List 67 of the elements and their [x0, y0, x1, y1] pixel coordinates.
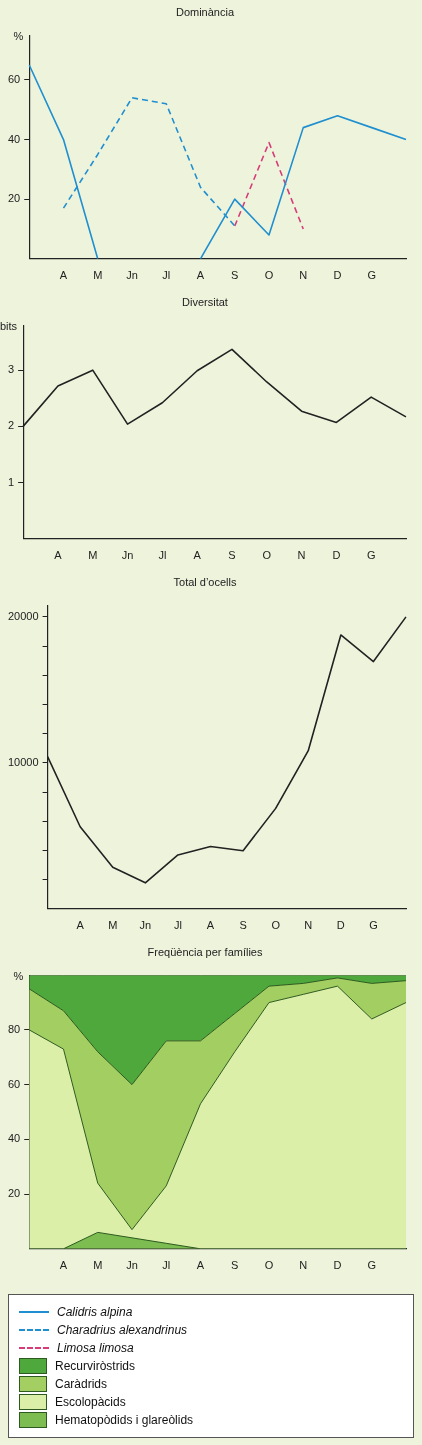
x-tick-label: M: [108, 919, 118, 932]
x-tick-label: D: [333, 1259, 342, 1272]
x-tick-label: A: [54, 549, 63, 562]
x-tick-label: D: [332, 549, 341, 562]
x-tick-label: G: [366, 549, 376, 562]
x-tick-label: Jl: [173, 919, 182, 932]
x-tick-label: D: [336, 919, 345, 932]
x-tick-label: O: [264, 269, 274, 282]
y-tick-label: 20: [7, 1187, 21, 1200]
y-tick-label: 1: [7, 475, 15, 488]
y-tick-label: 60: [7, 72, 21, 85]
legend-label: Charadrius alexandrinus: [57, 1323, 188, 1337]
x-tick-label: A: [59, 269, 68, 282]
legend-label: Recurviròstrids: [55, 1359, 136, 1373]
y-tick-label: 3: [7, 363, 15, 376]
x-tick-label: D: [333, 269, 342, 282]
x-tick-label: Jl: [162, 269, 171, 282]
y-tick-label: 40: [7, 132, 21, 145]
y-tick-label: 20: [7, 192, 21, 205]
x-tick-label: O: [264, 1259, 274, 1272]
chart-title: Total d’ocells: [173, 575, 237, 588]
y-tick-label: 20000: [7, 609, 39, 622]
legend-label: Hematopòdids i glareòlids: [55, 1413, 194, 1427]
x-tick-label: S: [239, 919, 247, 932]
x-tick-label: A: [196, 1259, 205, 1272]
x-tick-label: S: [231, 1259, 239, 1272]
x-tick-label: N: [299, 269, 308, 282]
y-tick-label: 10000: [7, 755, 39, 768]
x-tick-label: S: [231, 269, 239, 282]
y-tick-label: 60: [7, 1077, 21, 1090]
x-tick-label: Jn: [139, 919, 152, 932]
x-tick-label: Jn: [121, 549, 134, 562]
chart-title: Dominància: [175, 5, 235, 18]
chart-title: Diversitat: [182, 295, 228, 308]
y-tick-label: 40: [7, 1132, 21, 1145]
x-tick-label: A: [196, 269, 205, 282]
x-tick-label: N: [299, 1259, 308, 1272]
x-tick-label: Jn: [126, 1259, 138, 1272]
x-tick-label: A: [193, 549, 202, 562]
legend-label: Escolopàcids: [55, 1395, 126, 1409]
x-tick-label: Jn: [126, 269, 138, 282]
x-tick-label: S: [228, 549, 236, 562]
x-tick-label: Jl: [162, 1259, 171, 1272]
x-tick-label: G: [369, 919, 378, 932]
x-tick-label: A: [76, 919, 85, 932]
x-tick-label: N: [297, 549, 306, 562]
x-tick-label: G: [367, 269, 377, 282]
x-tick-label: M: [93, 269, 103, 282]
x-tick-label: Jl: [158, 549, 167, 562]
legend-label: Limosa limosa: [57, 1341, 134, 1355]
y-tick-label: 80: [7, 1022, 21, 1035]
x-tick-label: M: [93, 1259, 103, 1272]
x-tick-label: A: [206, 919, 215, 932]
y-axis-title: %: [13, 30, 24, 43]
x-tick-label: A: [59, 1259, 68, 1272]
x-tick-label: O: [271, 919, 281, 932]
x-tick-label: N: [304, 919, 313, 932]
x-tick-label: M: [88, 549, 98, 562]
line-series: [62, 97, 236, 227]
y-tick-label: 2: [7, 419, 15, 432]
legend-label: Caràdrids: [55, 1377, 108, 1391]
y-axis-title: bits: [0, 320, 18, 333]
chart-title: Freqüència per famílies: [147, 945, 263, 958]
x-tick-label: G: [367, 1259, 377, 1272]
y-axis-title: %: [13, 970, 24, 983]
legend-label: Calidris alpina: [57, 1305, 133, 1319]
x-tick-label: O: [262, 549, 272, 562]
